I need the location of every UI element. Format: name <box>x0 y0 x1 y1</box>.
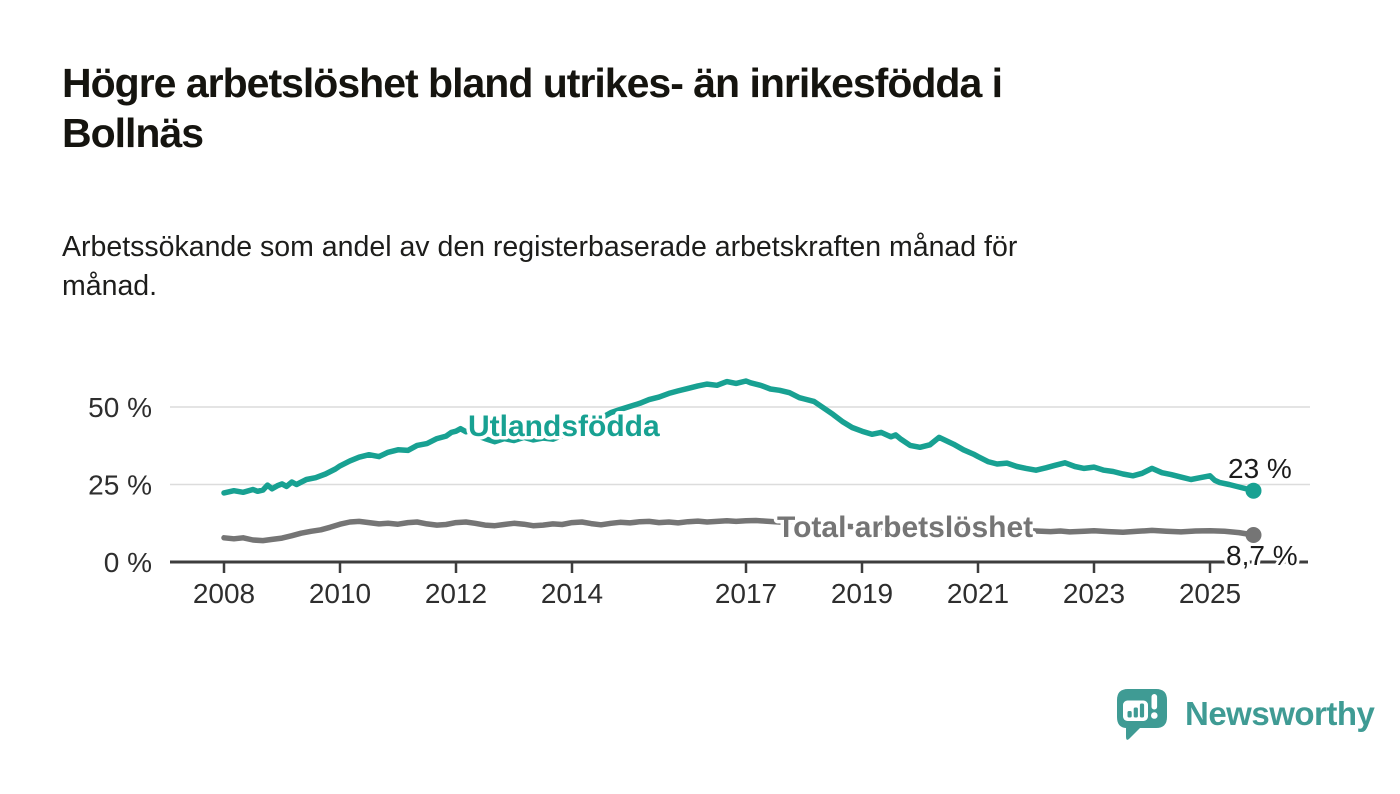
x-axis-tick-label: 2010 <box>309 578 371 609</box>
chart-subtitle-line: månad. <box>62 270 158 303</box>
newsworthy-logo-text: Newsworthy <box>1185 695 1375 732</box>
newsworthy-logo: Newsworthy <box>1112 684 1375 744</box>
y-axis-tick-label: 50 % <box>88 392 152 423</box>
utlandsf-dda-series-label: Utlandsfödda <box>468 410 660 443</box>
x-axis-tick-label: 2014 <box>541 578 603 609</box>
page-title-line: Bollnäs <box>62 110 204 157</box>
x-axis-tick-label: 2023 <box>1063 578 1125 609</box>
total-arbetsl-shet-series-label: Total arbetslöshet <box>777 511 1033 544</box>
x-axis-tick-label: 2017 <box>715 578 777 609</box>
total-arbetsl-shet-line <box>221 517 1257 544</box>
x-axis-tick-label: 2025 <box>1179 578 1241 609</box>
unemployment-line-chart: 0 % 25 % 50 % 2008 2010 2012 2014 2017 2019 2021 2… <box>88 378 1310 609</box>
y-axis-tick-label: 0 % <box>104 547 152 578</box>
utlandsf-dda-end-dot <box>1245 482 1262 499</box>
total-arbetsl-shet-end-dot <box>1245 527 1262 543</box>
x-axis-tick-label: 2019 <box>831 578 893 609</box>
page-title-line: Högre arbetslöshet bland utrikes- än inr… <box>62 60 1003 106</box>
page-title: Högre arbetslöshet bland utrikes- än inr… <box>62 58 1342 159</box>
y-axis-tick-label: 25 % <box>88 470 152 501</box>
utlandsf-dda-end-value-label: 23 % <box>1228 453 1292 484</box>
x-axis-tick-label: 2008 <box>193 578 255 609</box>
newsworthy-bar-chart-speech-bubble-icon <box>1117 689 1167 740</box>
x-axis-tick-label: 2021 <box>947 578 1009 609</box>
total-arbetsl-shet-end-value-label: 8,7 % <box>1226 540 1298 571</box>
utlandsf-dda-line <box>221 378 1257 496</box>
chart-subtitle-line: Arbetssökande som andel av den registerb… <box>62 231 1018 263</box>
x-axis-tick-label: 2012 <box>425 578 487 609</box>
chart-subtitle: Arbetssökande som andel av den registerb… <box>62 228 1282 307</box>
